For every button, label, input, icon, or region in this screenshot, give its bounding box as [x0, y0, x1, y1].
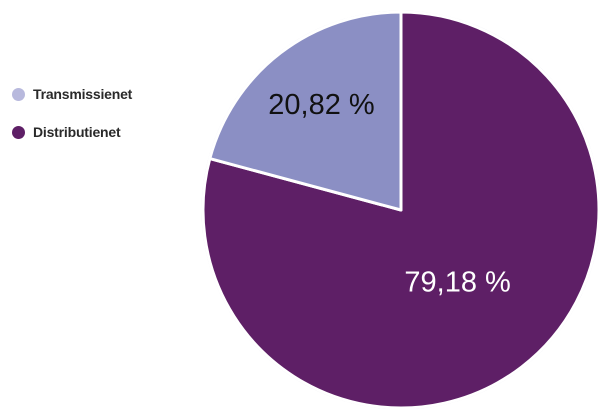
legend-item-distributienet: Distributienet	[12, 122, 132, 142]
legend-label-transmissienet: Transmissienet	[33, 86, 133, 102]
slice-label-transmissienet: 20,82 %	[268, 89, 374, 121]
legend-label-distributienet: Distributienet	[33, 124, 121, 140]
legend-swatch-distributienet	[12, 125, 25, 139]
slice-label-distributienet: 79,18 %	[404, 267, 510, 299]
legend-swatch-transmissienet	[12, 87, 25, 101]
pie-slice-transmissienet	[208, 10, 403, 212]
chart-legend: Transmissienet Distributienet	[12, 84, 132, 160]
legend-item-transmissienet: Transmissienet	[12, 84, 132, 104]
